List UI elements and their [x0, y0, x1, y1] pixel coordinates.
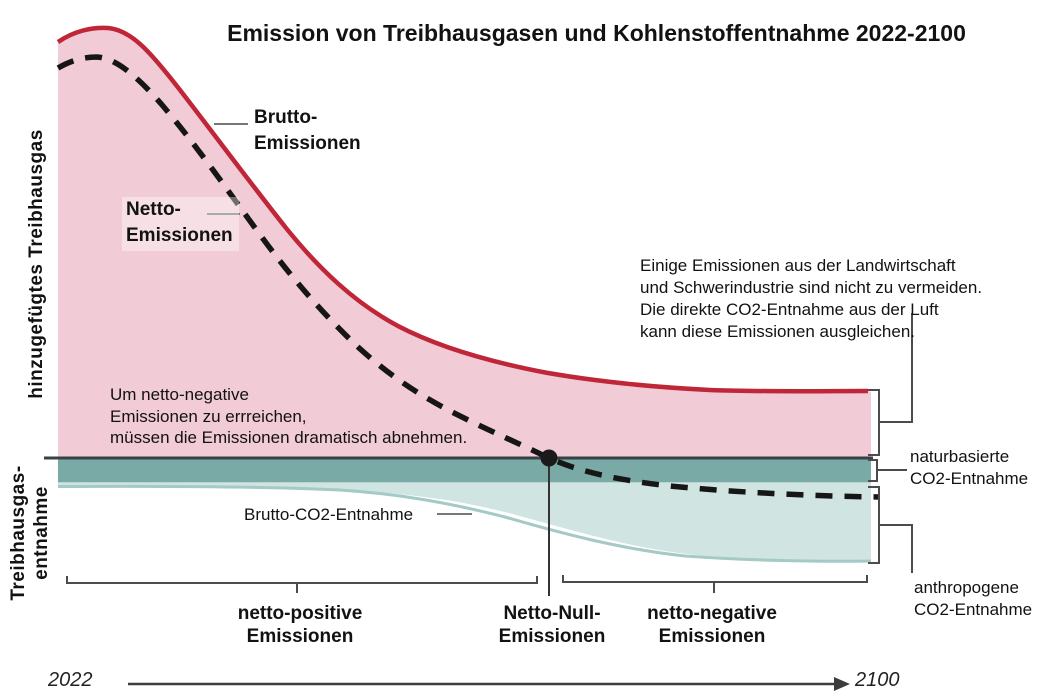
reduction-annotation: Um netto-negative Emissionen zu errreich… [110, 385, 468, 447]
phase-net-zero-label: Netto-Null- Emissionen [498, 603, 606, 647]
nature-removal-bracket [868, 459, 907, 482]
y-axis-label-greenhouse-gas-removal: Treibhausgas- entnahme [8, 465, 52, 601]
residual-emissions-annotation: Einige Emissionen aus der Landwirtschaft… [640, 256, 983, 341]
phase-net-negative-label: netto-negative Emissionen [647, 603, 777, 647]
nature-based-removal-label: naturbasierte CO2-Entnahme [910, 447, 1029, 488]
gross-removal-curve [57, 484, 872, 563]
residual-emissions-bracket [868, 313, 913, 456]
phase-net-positive-label: netto-positive Emissionen [237, 603, 363, 647]
net-positive-bracket [66, 576, 538, 593]
net-emissions-curve [56, 54, 881, 500]
gross-emissions-curve [56, 25, 869, 394]
timeline-start-year: 2022 [48, 669, 93, 691]
gross-co2-removal-label: Brutto-CO2-Entnahme [238, 503, 422, 529]
net-zero-dot [540, 449, 558, 467]
gross-emissions-area [58, 27, 871, 458]
gross-removal-area [58, 483, 871, 562]
y-axis-label-added-greenhouse-gas: hinzugefügtes Treibhausgas [26, 129, 47, 399]
anthropogenic-removal-label: anthropogene CO2-Entnahme [914, 578, 1033, 619]
page-title: Emission von Treibhausgasen und Kohlenst… [227, 20, 966, 46]
timeline-arrowhead-icon [834, 677, 850, 691]
nature-removal-band [58, 459, 871, 483]
net-negative-bracket [562, 575, 868, 593]
anthropogenic-removal-bracket [868, 486, 913, 573]
net-emissions-label: Netto- Emissionen [122, 197, 239, 251]
gross-emissions-label: Brutto- Emissionen [248, 104, 369, 160]
timeline-end-year: 2100 [855, 669, 900, 691]
